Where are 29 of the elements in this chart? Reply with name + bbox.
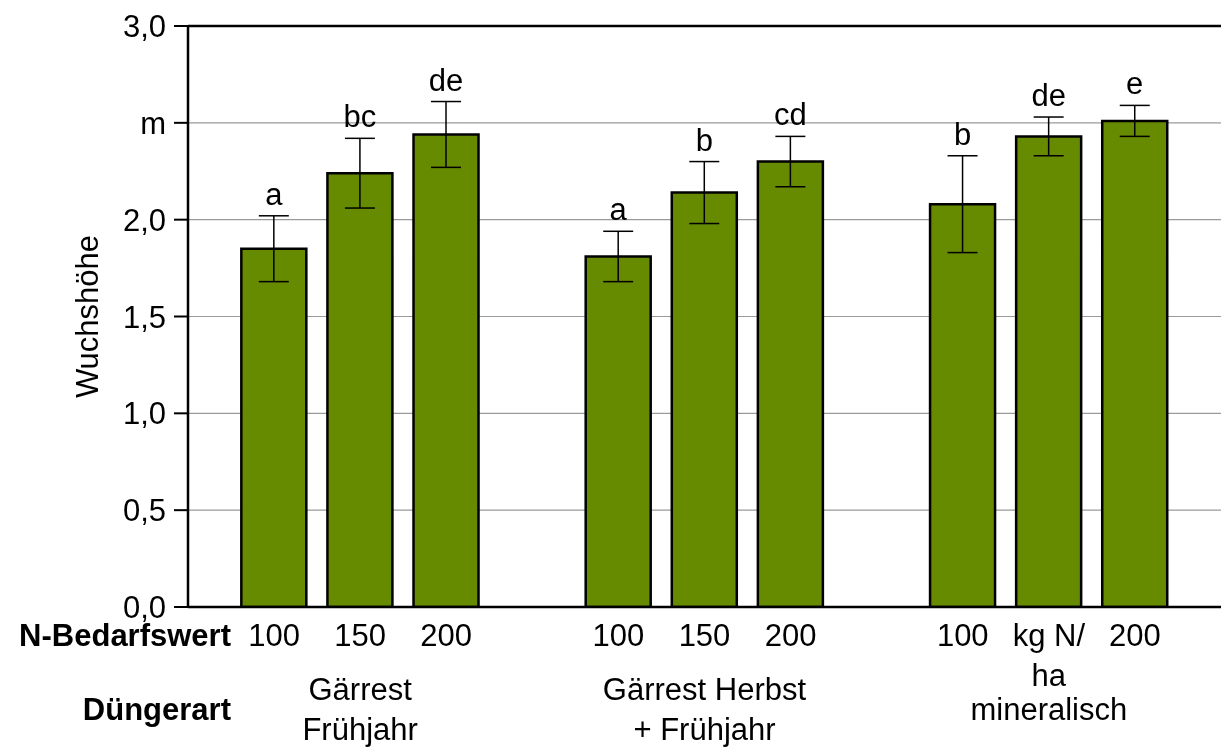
y-tick-label: 0,5 <box>122 493 166 529</box>
data-label: bc <box>343 99 377 135</box>
x-tick-label: 200 <box>1109 618 1161 654</box>
data-label: e <box>1126 66 1144 102</box>
y-tick-label: 1,0 <box>122 396 166 432</box>
y-tick-label: 3,0 <box>122 9 166 45</box>
x-tick-label: 200 <box>764 618 817 654</box>
data-label: cd <box>774 97 807 133</box>
y-tick-label: 2,0 <box>122 202 166 238</box>
x-tick-label: 100 <box>936 618 989 654</box>
y-axis-title: Wuchshöhe <box>70 234 106 399</box>
text: Düngerart <box>82 692 231 728</box>
data-label: b <box>953 116 972 152</box>
x-tick-label: 100 <box>248 618 300 654</box>
data-label: b <box>695 122 713 158</box>
data-label: a <box>609 192 628 228</box>
text: Gärrest Herbst + Frühjahr <box>602 672 807 748</box>
data-label: de <box>428 62 464 98</box>
x-tick-label: 150 <box>334 618 386 654</box>
data-label: a <box>265 176 284 212</box>
y-tick-label: 1,5 <box>122 299 166 335</box>
x-tick-label: 150 <box>678 618 731 654</box>
text: mineralisch <box>970 692 1128 728</box>
x-tick-label: kg N/ ha <box>1012 618 1086 694</box>
y-tick-label: m <box>140 105 166 141</box>
text: Gärrest Frühjahr <box>302 672 418 748</box>
x-tick-label: 200 <box>420 618 473 654</box>
x-tick-label: 100 <box>592 618 645 654</box>
data-label: de <box>1031 78 1066 114</box>
